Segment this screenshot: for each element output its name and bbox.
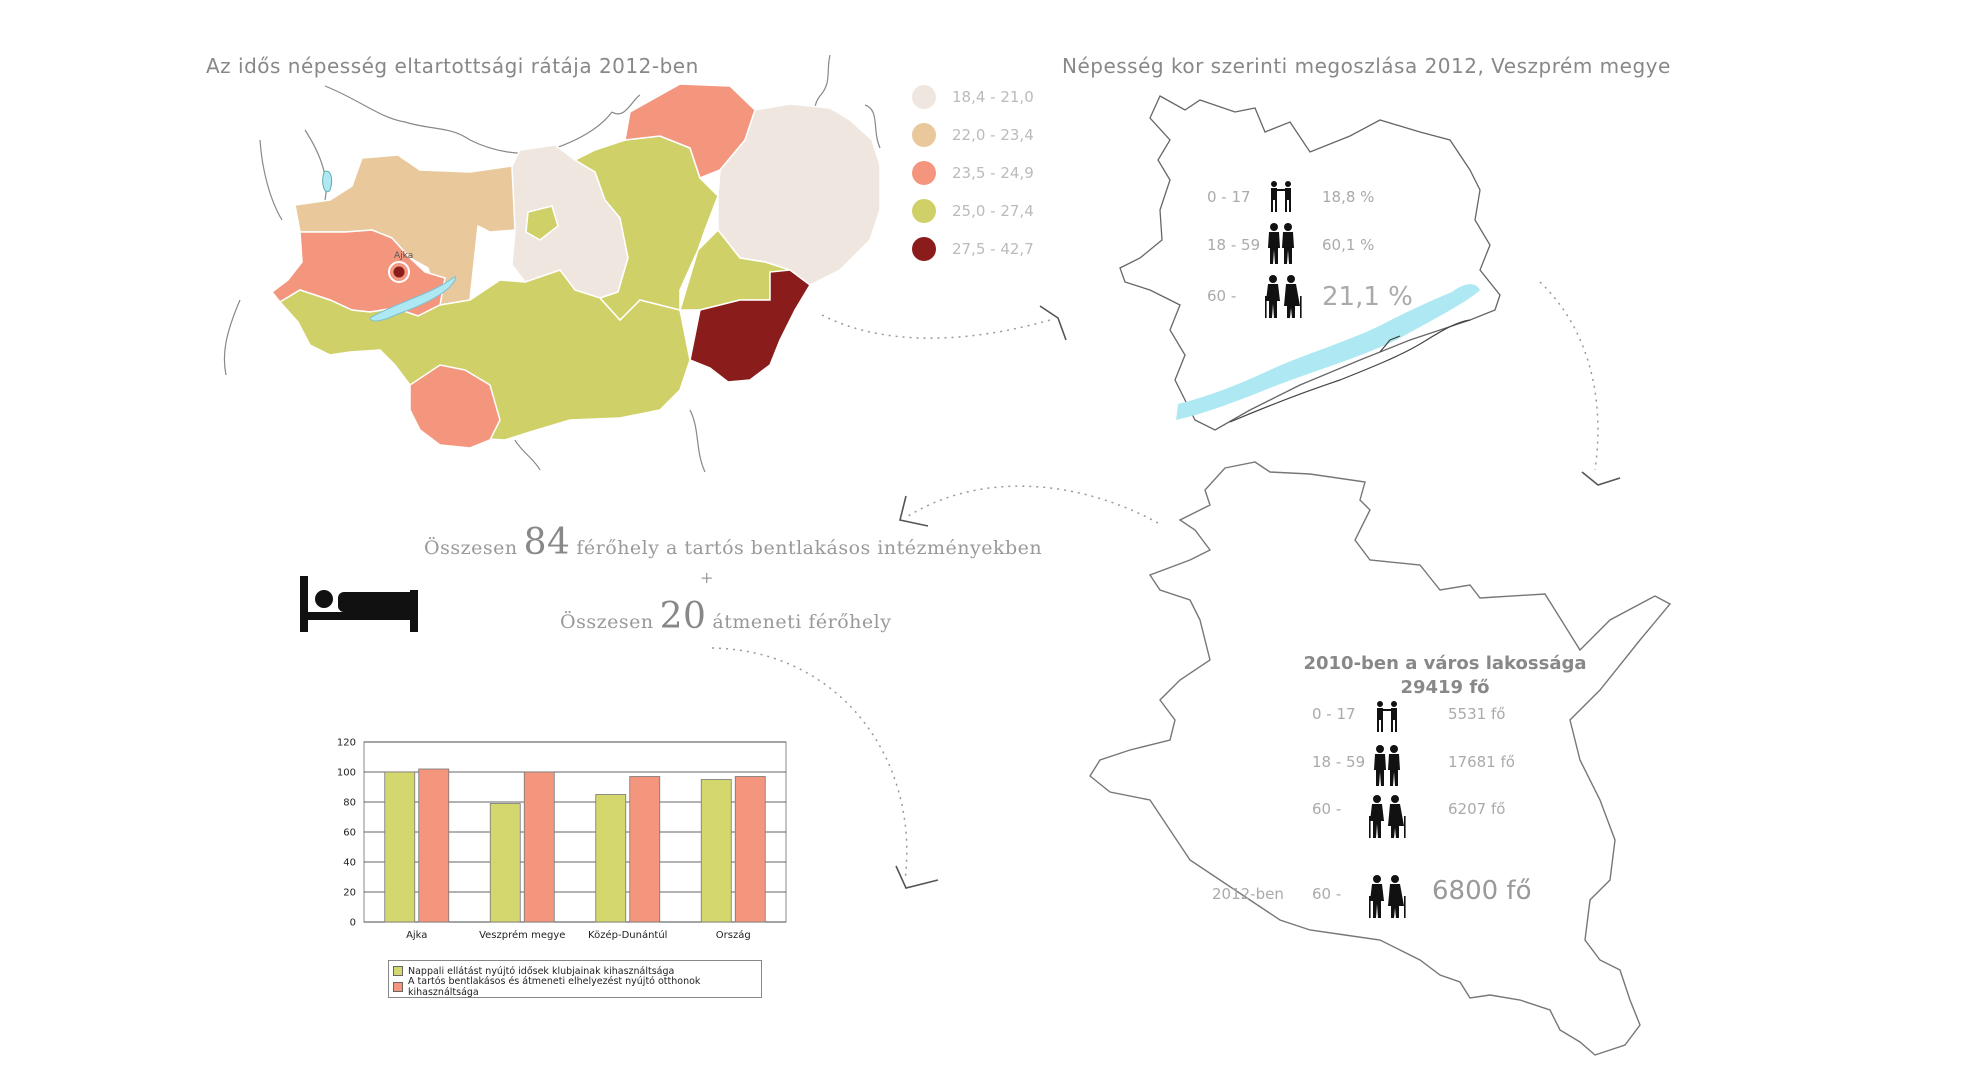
elderly-icon <box>1369 795 1406 838</box>
legend-swatch <box>912 85 936 109</box>
adults-icon <box>1268 223 1294 264</box>
legend-label: 22,0 - 23,4 <box>952 126 1034 144</box>
capacity-line-2: Összesen 20 átmeneti férőhely <box>560 596 891 637</box>
county-age-0-17: 0 - 17 <box>1207 188 1251 206</box>
y-tick-label: 60 <box>343 828 356 839</box>
legend-swatch <box>912 199 936 223</box>
legend-item: 27,5 - 42,7 <box>912 237 1034 261</box>
city-2012-value: 6800 fő <box>1432 876 1532 906</box>
chart-legend-item: A tartós bentlakásos és átmeneti elhelye… <box>393 976 757 998</box>
city-2012-age: 60 - <box>1312 885 1342 903</box>
city-age-18-59: 18 - 59 <box>1312 753 1366 771</box>
balaton-lake-shape <box>1176 284 1480 420</box>
city-subtitle: 29419 fő <box>1400 677 1490 698</box>
elderly-icon <box>1265 275 1302 318</box>
legend-swatch <box>912 237 936 261</box>
capacity-plus: + <box>700 568 714 587</box>
legend-swatch-series-2 <box>393 982 403 992</box>
bar-series-1 <box>489 803 521 923</box>
legend-label: 27,5 - 42,7 <box>952 240 1034 258</box>
lake-neusiedl-shape <box>322 170 333 193</box>
county-age-18-59: 18 - 59 <box>1207 236 1261 254</box>
county-age-60: 60 - <box>1207 287 1237 305</box>
city-age-0-17: 0 - 17 <box>1312 705 1356 723</box>
children-icon <box>1271 181 1291 212</box>
y-tick-label: 100 <box>337 768 356 779</box>
chart-legend: Nappali ellátást nyújtó idősek klubjaina… <box>388 960 762 998</box>
y-tick-label: 0 <box>350 918 356 929</box>
city-value-60: 6207 fő <box>1448 800 1506 818</box>
county-pct-18-59: 60,1 % <box>1322 236 1375 254</box>
legend-label-series-2: A tartós bentlakásos és átmeneti elhelye… <box>408 976 701 998</box>
capacity-line1-post: férőhely a tartós bentlakásos intézménye… <box>576 537 1043 559</box>
capacity-line1-number: 84 <box>523 522 571 563</box>
hungary-map-title: Az idős népesség eltartottsági rátája 20… <box>206 54 699 78</box>
y-tick-label: 80 <box>343 798 356 809</box>
legend-item: 23,5 - 24,9 <box>912 161 1034 185</box>
arrow-head-4 <box>895 865 939 889</box>
arrow-head-1 <box>1039 305 1067 341</box>
bar-series-1 <box>595 794 627 923</box>
city-age-60: 60 - <box>1312 800 1342 818</box>
bar-series-2 <box>523 771 555 923</box>
lake-balaton-shape <box>369 276 457 322</box>
legend-label: 23,5 - 24,9 <box>952 164 1034 182</box>
y-tick-label: 20 <box>343 888 356 899</box>
legend-item: 18,4 - 21,0 <box>912 85 1034 109</box>
city-value-18-59: 17681 fő <box>1448 753 1515 771</box>
city-value-0-17: 5531 fő <box>1448 705 1506 723</box>
elderly-icon <box>1369 875 1406 918</box>
x-tick-label: Veszprém megye <box>479 929 565 941</box>
arrow-head-3 <box>899 495 929 527</box>
arrow-head-2 <box>1581 471 1621 486</box>
ajka-label: Ajka <box>394 251 414 261</box>
x-tick-label: Ajka <box>406 930 427 941</box>
bar-series-1 <box>700 779 732 923</box>
capacity-line2-post: átmeneti férőhely <box>712 611 892 633</box>
x-tick-label: Ország <box>716 929 751 941</box>
y-tick-label: 120 <box>337 738 356 749</box>
bed-icon <box>300 576 418 632</box>
x-tick-label: Közép-Dunántúl <box>588 929 667 941</box>
city-2012-year: 2012-ben <box>1212 885 1284 903</box>
legend-label: 18,4 - 21,0 <box>952 88 1034 106</box>
legend-item: 22,0 - 23,4 <box>912 123 1034 147</box>
capacity-line2-pre: Összesen <box>560 611 654 633</box>
bar-series-2 <box>734 776 766 923</box>
bar-series-2 <box>418 768 450 923</box>
rivers <box>223 54 881 473</box>
legend-label: 25,0 - 27,4 <box>952 202 1034 220</box>
bar-series-1 <box>384 771 416 923</box>
city-title: 2010-ben a város lakossága <box>1303 653 1587 674</box>
legend-swatch <box>912 123 936 147</box>
children-icon <box>1377 701 1397 732</box>
bar-series-2 <box>629 776 661 923</box>
capacity-line1-pre: Összesen <box>424 537 518 559</box>
y-tick-label: 40 <box>343 858 356 869</box>
county-pct-60: 21,1 % <box>1322 282 1413 312</box>
legend-swatch-series-1 <box>393 966 403 976</box>
county-panel-title: Népesség kor szerinti megoszlása 2012, V… <box>1062 54 1671 78</box>
capacity-line-1: Összesen 84 férőhely a tartós bentlakásos … <box>424 522 1042 563</box>
legend-swatch <box>912 161 936 185</box>
adults-icon <box>1374 745 1400 786</box>
legend-label-series-1: Nappali ellátást nyújtó idősek klubjaina… <box>408 965 675 977</box>
chart-legend-item: Nappali ellátást nyújtó idősek klubjaina… <box>393 963 757 979</box>
legend-item: 25,0 - 27,4 <box>912 199 1034 223</box>
capacity-line2-number: 20 <box>659 596 707 637</box>
city-panel-title: 2010-ben a város lakossága 29419 fő <box>1300 652 1590 700</box>
county-pct-0-17: 18,8 % <box>1322 188 1375 206</box>
utilization-bar-chart: 0 20 40 60 80 100 120 Ajka Veszprém megye Közép-D… <box>337 738 787 941</box>
